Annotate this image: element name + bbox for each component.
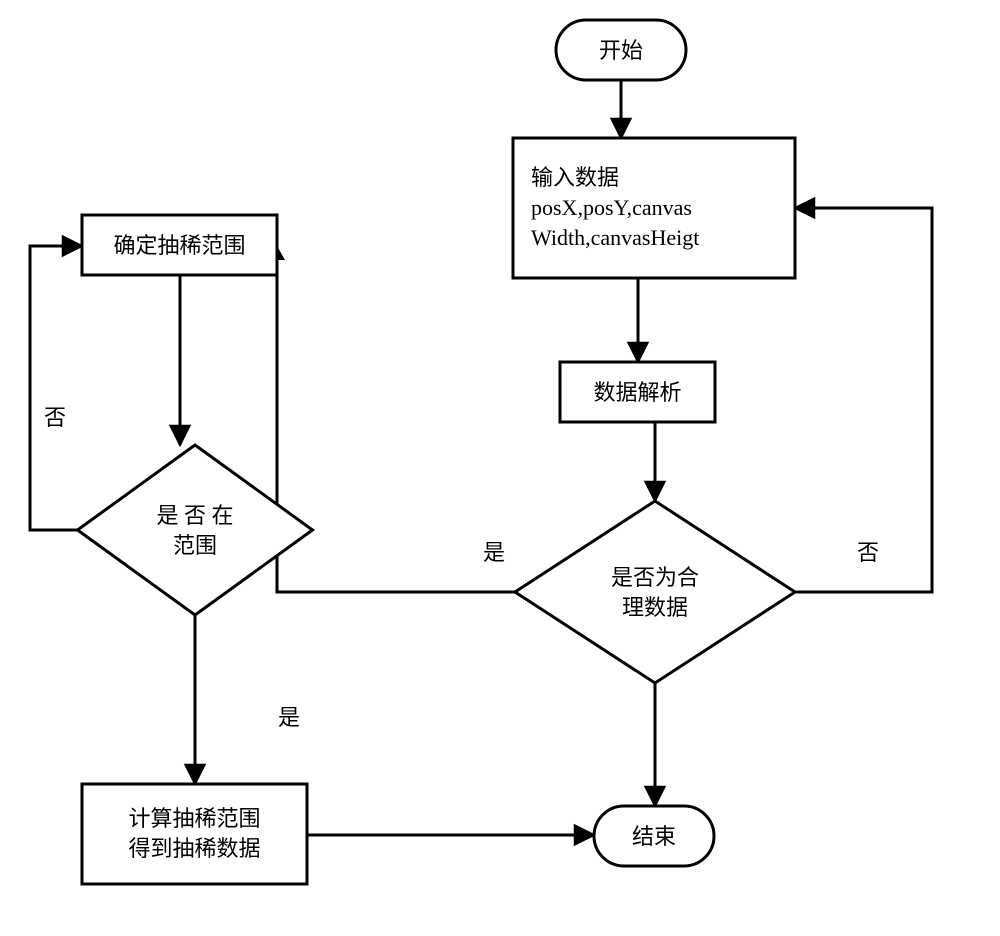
svg-text:范围: 范围: [173, 533, 217, 558]
node-start: 开始: [556, 20, 686, 80]
node-end: 结束: [594, 806, 714, 866]
svg-text:计算抽稀范围: 计算抽稀范围: [128, 806, 260, 831]
node-parse: 数据解析: [560, 362, 715, 422]
node-valid: 是否为合理数据: [515, 501, 795, 683]
flowchart: 开始输入数据 posX,posY,canvas Width,canvasHeigt 数…: [0, 0, 1000, 936]
svg-text:开始: 开始: [599, 38, 643, 63]
svg-text:理数据: 理数据: [622, 595, 688, 620]
svg-text:输入数据: 输入数据: [531, 165, 619, 190]
edge-label: 是: [483, 540, 505, 565]
node-input: 输入数据 posX,posY,canvas Width,canvasHeigt: [513, 138, 795, 278]
svg-text:数据解析: 数据解析: [593, 380, 681, 405]
svg-text:得到抽稀数据: 得到抽稀数据: [128, 836, 260, 861]
edge-label: 否: [857, 540, 879, 565]
svg-text:Width,canvasHeigt: Width,canvasHeigt: [531, 225, 699, 250]
edge-inrange-range: [30, 246, 82, 530]
svg-text:posX,posY,canvas: posX,posY,canvas: [531, 195, 692, 220]
svg-text:结束: 结束: [632, 824, 676, 849]
svg-text:是 否 在: 是 否 在: [156, 503, 233, 528]
edge-label: 否: [44, 405, 66, 430]
svg-text:确定抽稀范围: 确定抽稀范围: [113, 233, 245, 258]
edge-valid-input: [795, 208, 932, 592]
svg-text:是否为合: 是否为合: [611, 565, 699, 590]
edge-label: 是: [278, 705, 300, 730]
node-compute: 计算抽稀范围得到抽稀数据: [82, 784, 307, 884]
node-range: 确定抽稀范围: [82, 215, 277, 275]
